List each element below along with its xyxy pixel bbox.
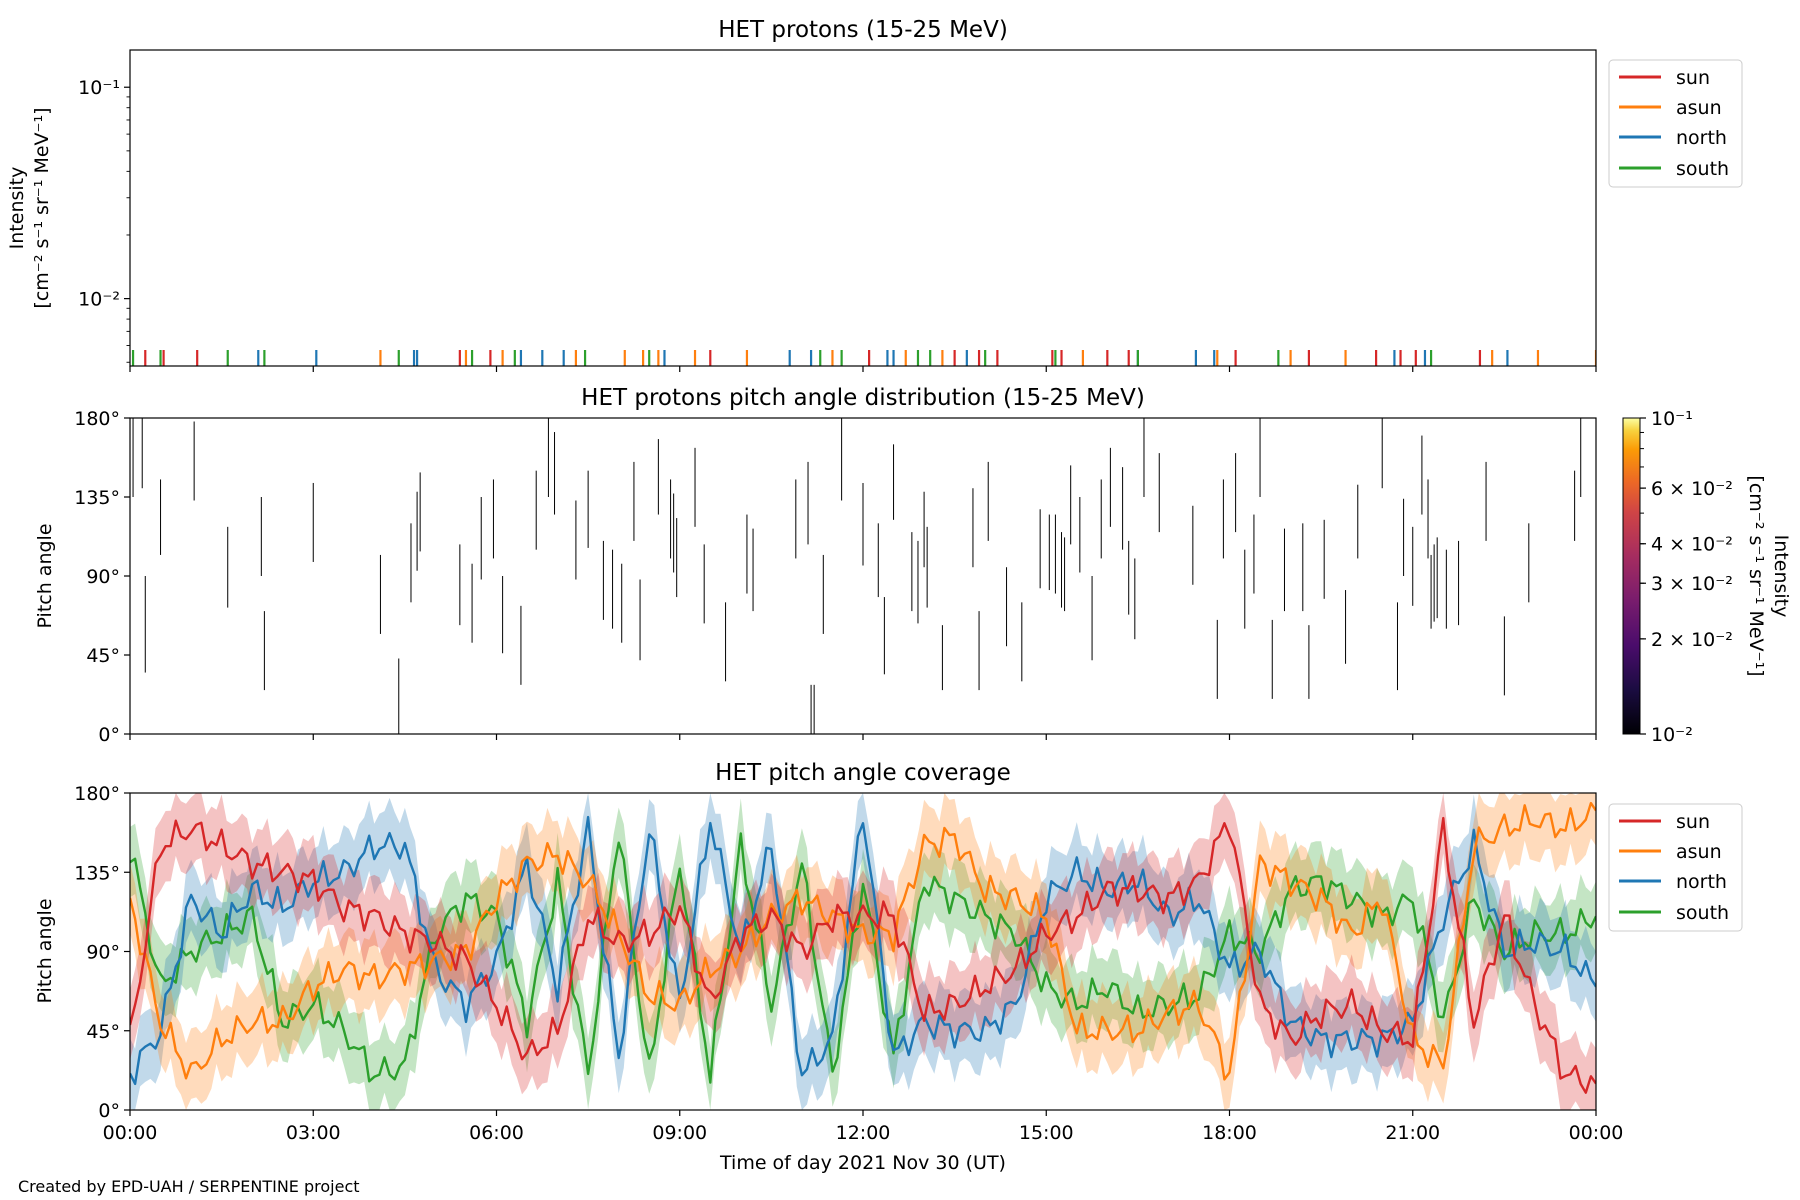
panel1-legend-label-sun: sun bbox=[1676, 67, 1710, 89]
band-asun bbox=[130, 793, 1596, 1110]
panel1-legend-label-north: north bbox=[1676, 127, 1727, 149]
panel2-yaxis-tick-label-4: 180° bbox=[74, 408, 120, 430]
panel3-legend: sun asun north south bbox=[1608, 803, 1743, 932]
panel3-xaxis-tick-label-2: 06:00 bbox=[469, 1122, 524, 1144]
panel1-ytick-label-0: 10⁻¹ bbox=[78, 77, 120, 99]
series-line-sun bbox=[130, 816, 1596, 1094]
panel3-xaxis-tick-label-5: 15:00 bbox=[1019, 1122, 1074, 1144]
band-north bbox=[130, 793, 1596, 1110]
colorbar-gradient bbox=[1622, 417, 1641, 735]
panel3-yaxis-tick-label-4: 180° bbox=[74, 783, 120, 805]
panel3-legend-label-sun: sun bbox=[1676, 811, 1710, 833]
panel1-title: HET protons (15-25 MeV) bbox=[718, 17, 1008, 43]
panel3-title: HET pitch angle coverage bbox=[715, 760, 1011, 786]
panel3-series bbox=[130, 793, 1596, 1110]
panel1-legend-box bbox=[1608, 59, 1743, 188]
panel1-ylabel-line2: [cm⁻² s⁻¹ sr⁻¹ MeV⁻¹] bbox=[31, 107, 53, 308]
colorbar-tick-label-3: 3 × 10⁻² bbox=[1651, 573, 1733, 595]
panel2-frame bbox=[129, 417, 1597, 735]
colorbar: 10⁻¹ 6 × 10⁻² 4 × 10⁻² 3 × 10⁻² 2 × 10⁻² 10⁻²… bbox=[1622, 408, 1792, 746]
panel2-yaxis-tick-label-3: 135° bbox=[74, 487, 120, 509]
panel2-yaxis-tick-label-0: 0° bbox=[98, 724, 120, 746]
panel-het-protons: HET protons (15-25 MeV) 10⁻¹ 10⁻² Intensi… bbox=[6, 17, 1743, 372]
panel1-spikes bbox=[131, 350, 1596, 366]
series-line-south bbox=[130, 832, 1596, 1084]
panel3-legend-label-south: south bbox=[1676, 902, 1729, 924]
panel3-xaxis-tick-label-6: 18:00 bbox=[1202, 1122, 1257, 1144]
panel3-xlabel: Time of day 2021 Nov 30 (UT) bbox=[719, 1152, 1006, 1174]
panel2-yaxis-tick-label-1: 45° bbox=[86, 645, 120, 667]
panel2-y-axis: 0° 45° 90° 135° 180° bbox=[74, 408, 130, 746]
panel3-legend-label-asun: asun bbox=[1676, 841, 1722, 863]
panel3-xaxis-tick-label-4: 12:00 bbox=[836, 1122, 891, 1144]
panel3-x-axis: 00:00 03:00 06:00 09:00 12:00 15:00 18:00 21:00… bbox=[103, 1110, 1624, 1144]
colorbar-label-line2: [cm⁻² s⁻¹ sr⁻¹ MeV⁻¹] bbox=[1745, 475, 1767, 676]
panel2-title: HET protons pitch angle distribution (15… bbox=[581, 385, 1145, 411]
panel2-segments bbox=[132, 418, 1582, 734]
series-line-north bbox=[130, 815, 1596, 1086]
panel3-y-axis: 0° 45° 90° 135° 180° bbox=[74, 783, 130, 1122]
panel3-yaxis-tick-label-0: 0° bbox=[98, 1100, 120, 1122]
panel3-xaxis-tick-label-7: 21:00 bbox=[1385, 1122, 1440, 1144]
band-sun bbox=[130, 793, 1596, 1110]
colorbar-tick-label-4: 2 × 10⁻² bbox=[1651, 629, 1733, 651]
panel1-legend-label-asun: asun bbox=[1676, 97, 1722, 119]
panel3-legend-box bbox=[1608, 803, 1743, 932]
panel1-x-axis bbox=[129, 366, 1597, 372]
panel1-ylabel-line1: Intensity bbox=[6, 167, 28, 250]
panel2-x-axis bbox=[129, 734, 1597, 740]
series-line-asun bbox=[130, 801, 1596, 1081]
colorbar-label-line1: Intensity bbox=[1770, 535, 1792, 618]
panel1-legend: sun asun north south bbox=[1608, 59, 1743, 188]
panel3-xaxis-tick-label-0: 00:00 bbox=[103, 1122, 158, 1144]
credit-text: Created by EPD-UAH / SERPENTINE project bbox=[18, 1177, 360, 1196]
colorbar-tick-label-1: 6 × 10⁻² bbox=[1651, 478, 1733, 500]
panel2-yaxis-tick-label-2: 90° bbox=[86, 566, 120, 588]
panel3-yaxis-tick-label-2: 90° bbox=[86, 942, 120, 964]
panel3-yaxis-tick-label-1: 45° bbox=[86, 1021, 120, 1043]
panel3-ylabel: Pitch angle bbox=[34, 898, 56, 1003]
panel3-xaxis-tick-label-1: 03:00 bbox=[286, 1122, 341, 1144]
panel-pitch-angle-distribution: HET protons pitch angle distribution (15… bbox=[34, 385, 1792, 746]
band-south bbox=[130, 798, 1596, 1110]
panel2-ylabel: Pitch angle bbox=[34, 523, 56, 628]
colorbar-tick-label-0: 10⁻¹ bbox=[1651, 408, 1693, 430]
panel1-frame bbox=[129, 49, 1597, 367]
panel1-y-axis: 10⁻¹ 10⁻² bbox=[78, 77, 130, 363]
panel1-ytick-label-1: 10⁻² bbox=[78, 289, 120, 311]
panel3-xaxis-tick-label-3: 09:00 bbox=[652, 1122, 707, 1144]
colorbar-ticks: 10⁻¹ 6 × 10⁻² 4 × 10⁻² 3 × 10⁻² 2 × 10⁻² 10⁻² bbox=[1640, 408, 1733, 746]
panel3-yaxis-tick-label-3: 135° bbox=[74, 862, 120, 884]
panel-pitch-angle-coverage: HET pitch angle coverage 0° 45° 90° 135° 180… bbox=[34, 760, 1743, 1174]
panel3-xaxis-tick-label-8: 00:00 bbox=[1569, 1122, 1624, 1144]
panel3-legend-label-north: north bbox=[1676, 871, 1727, 893]
panel1-legend-label-south: south bbox=[1676, 158, 1729, 180]
colorbar-tick-label-2: 4 × 10⁻² bbox=[1651, 534, 1733, 556]
colorbar-tick-label-5: 10⁻² bbox=[1651, 724, 1693, 746]
